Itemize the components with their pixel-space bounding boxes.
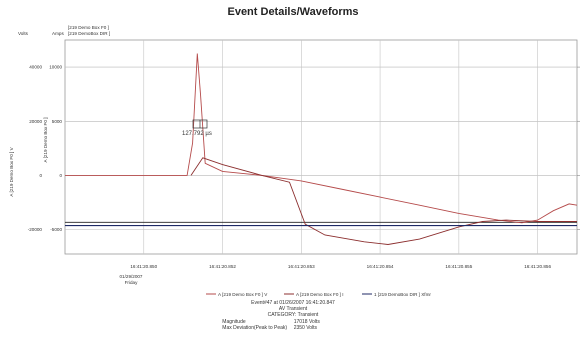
time-cursor: 127.792 µs [182, 119, 212, 137]
x-tick-day: Friday [125, 280, 138, 285]
x-tick-label: 16:41:20.855 [445, 264, 472, 269]
magnitude-row: Magnitude 17018 Volts [0, 319, 586, 325]
y-tick-label-amps: -5000 [50, 227, 62, 232]
left-axis-unit: Volts [18, 31, 29, 36]
legend-item-xfmr: 1 [219 DemoBox DIR ] Xfmr [374, 292, 431, 297]
deviation-label: Max Deviation(Peak to Peak) [222, 324, 288, 331]
x-tick-label: 16:41:20.852 [209, 264, 236, 269]
y-tick-label-volts: 20000 [29, 119, 42, 124]
x-tick-label: 16:41:20.854 [367, 264, 394, 269]
y-tick-label-amps: 0 [59, 173, 62, 178]
x-tick-layer: 16:41:20.850 16:41:20.852 16:41:20.853 16:4… [130, 264, 551, 269]
event-category: CATEGORY: Transient [267, 312, 319, 319]
right-axis-unit: Amps [52, 31, 64, 36]
y-tick-label-amps: 10000 [49, 65, 62, 70]
x-tick-label: 16:41:20.853 [288, 264, 315, 269]
magnitude-label: Magnitude [222, 318, 246, 325]
y-tick-layer: 40000 10000 20000 5000 0 0 -20000 -5000 [28, 65, 63, 233]
legend-item-v: A [219 Demo Box F0 ] V [218, 292, 268, 297]
series-layer [65, 53, 578, 245]
deviation-row: Max Deviation(Peak to Peak) 2350 Volts [0, 325, 586, 331]
bottom-legend: A [219 Demo Box F0 ] V A [219 Demo Box F… [206, 292, 431, 297]
series-line-1 [65, 53, 578, 224]
x-tick-label: 16:41:20.856 [524, 264, 551, 269]
y-tick-label-volts: 40000 [29, 65, 42, 70]
chart-title: Event Details/Waveforms [227, 6, 359, 18]
plot-frame [64, 39, 578, 255]
event-info: Event#47 at 01/26/2007 16:41:20.847 AV T… [0, 300, 586, 331]
top-legend-2: [219 DemoBox DIR ] [68, 31, 110, 36]
top-legend-1: [219 Demo Box F0 ] [68, 25, 109, 30]
y-tick-label-volts: 0 [39, 173, 42, 178]
event-type: AV Transient [278, 306, 308, 313]
x-tick-label: 16:41:20.850 [130, 264, 157, 269]
inner-axis-label: A [219 Demo Box F0 ] [43, 118, 48, 163]
magnitude-value: 17018 Volts [293, 318, 320, 325]
event-line: Event#47 at 01/26/2007 16:41:20.847 [251, 300, 335, 306]
y-tick-label-volts: -20000 [28, 227, 43, 232]
cursor-annotation: 127.792 µs [182, 131, 212, 137]
x-tick-date: 01/29/2007 [120, 274, 143, 279]
legend-item-i: A [219 Demo Box F0 ] I [296, 292, 344, 297]
series-line-2 [190, 157, 577, 245]
y-tick-label-amps: 5000 [52, 119, 63, 124]
grid-layer [65, 40, 580, 254]
left-axis-label: A [219 Demo Box F0 ] V [9, 146, 14, 196]
deviation-value: 2350 Volts [293, 324, 318, 331]
